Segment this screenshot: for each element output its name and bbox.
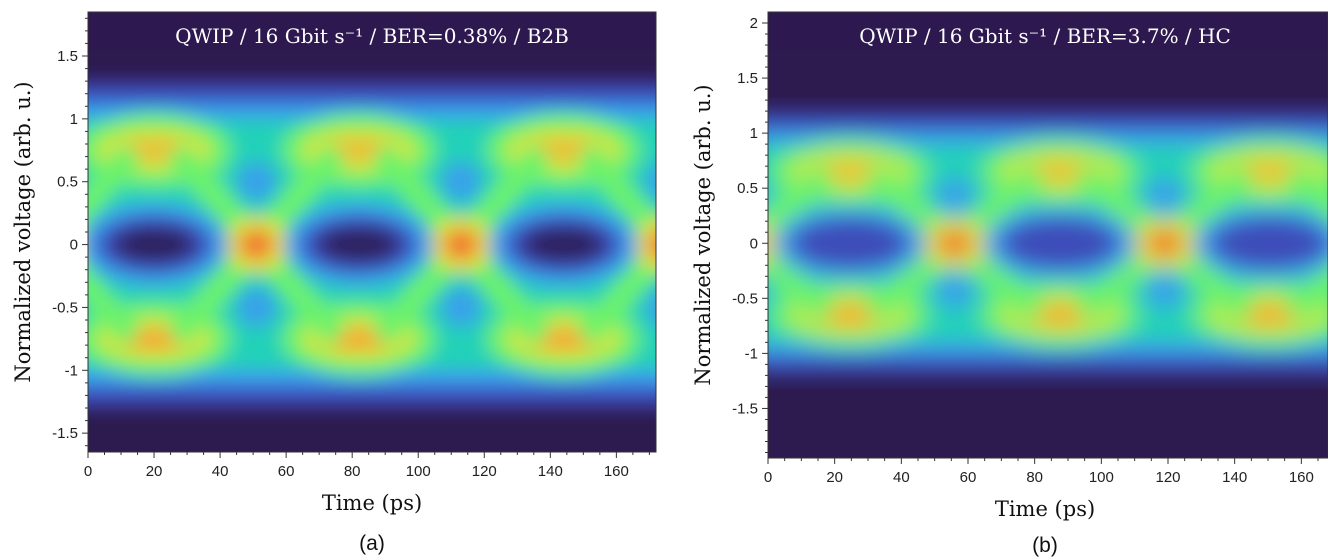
y-tick-label: 1.5	[737, 70, 758, 87]
x-tick-label: 100	[406, 463, 431, 480]
x-tick-label: 40	[212, 463, 229, 480]
x-tick-label: 60	[278, 463, 295, 480]
eye-opening	[0, 216, 7, 274]
transition-edge	[574, 236, 656, 348]
eye-opening-core	[318, 226, 400, 263]
crossing-halo	[632, 218, 656, 271]
transition-edge	[88, 141, 143, 223]
y-tick-label: -1	[745, 345, 758, 362]
small-eye	[440, 161, 482, 202]
crossing-peak	[655, 242, 656, 248]
small-eye	[645, 289, 656, 325]
title-shade	[768, 12, 1328, 50]
small-eye	[440, 287, 482, 328]
level-rail-core	[0, 129, 7, 172]
x-axis-label-a: Time (ps)	[322, 491, 422, 515]
crossing-peak	[41, 236, 62, 254]
y-tick-label: 2	[750, 15, 758, 32]
panel-label-b: (b)	[1032, 534, 1058, 557]
x-tick-label: 140	[1222, 469, 1247, 486]
crossing-core	[645, 229, 656, 260]
y-tick-label: 1	[750, 125, 758, 142]
crossing-peak	[246, 235, 267, 254]
transition-edge	[574, 141, 656, 253]
x-tick-label: 20	[826, 469, 843, 486]
crossing-core	[724, 228, 766, 259]
y-axis-b: -1.5 -1 -0.5 0 0.5 1 1.5 2	[732, 15, 768, 453]
eye-opening	[790, 217, 909, 269]
x-tick-label: 20	[146, 463, 163, 480]
eye-opening	[1210, 217, 1328, 269]
crossing-peak	[944, 235, 966, 251]
plot-frame-b	[767, 11, 1328, 459]
y-tick-label: -1.5	[52, 425, 78, 442]
small-eye	[236, 287, 277, 328]
chart-panel-a: QWIP / 16 Gbit s⁻¹ / BER=0.38% / B2B 0 20…	[0, 11, 657, 555]
chart-title-a: QWIP / 16 Gbit s⁻¹ / BER=0.38% / B2B	[175, 24, 569, 48]
y-axis-label-b: Normalized voltage (arb. u.)	[691, 84, 715, 385]
x-tick-label: 80	[344, 463, 361, 480]
y-tick-label: 0.5	[57, 174, 78, 191]
x-tick-label: 0	[84, 463, 92, 480]
chart-panel-b: QWIP / 16 Gbit s⁻¹ / BER=3.7% / HC 0 20 40…	[691, 11, 1328, 557]
chart-title-b: QWIP / 16 Gbit s⁻¹ / BER=3.7% / HC	[859, 24, 1231, 48]
heatmap-density-b	[724, 111, 1328, 376]
crossing-peak	[450, 235, 472, 254]
eye-opening-core	[113, 226, 195, 263]
x-axis-a: 0 20 40 60 80 100 120 140 160	[84, 452, 650, 480]
y-tick-label: 0	[70, 237, 78, 254]
y-tick-label: 0	[750, 235, 758, 252]
x-tick-label: 160	[604, 463, 629, 480]
y-tick-label: -1.5	[732, 400, 758, 417]
transition-edge	[1283, 161, 1328, 221]
small-eye	[645, 164, 656, 200]
x-tick-label: 100	[1089, 469, 1114, 486]
transition-edge	[768, 161, 837, 241]
x-tick-label: 60	[960, 469, 977, 486]
x-tick-label: 120	[472, 463, 497, 480]
eye-opening-core	[522, 226, 605, 263]
x-tick-label: 120	[1155, 469, 1180, 486]
x-axis-b: 0 20 40 60 80 100 120 140 160	[764, 458, 1319, 486]
transition-edge	[768, 246, 837, 325]
x-tick-label: 80	[1026, 469, 1043, 486]
small-eye	[1143, 177, 1186, 214]
level-rail-core	[0, 317, 7, 360]
y-tick-label: -0.5	[732, 290, 758, 307]
y-tick-label: 0.5	[737, 180, 758, 197]
transition-edge	[88, 266, 143, 348]
panel-label-a: (a)	[359, 532, 385, 555]
x-tick-label: 40	[893, 469, 910, 486]
title-shade	[88, 12, 656, 50]
y-axis-a: -1.5 -1 -0.5 0 0.5 1 1.5	[52, 17, 88, 447]
heatmap-density-a	[0, 81, 656, 409]
y-axis-label-a: Normalized voltage (arb. u.)	[11, 81, 35, 382]
heatmap-plot-b	[724, 12, 1328, 458]
y-tick-label: -1	[65, 362, 78, 379]
small-eye	[933, 273, 976, 309]
x-tick-label: 140	[538, 463, 563, 480]
y-tick-label: 1	[70, 111, 78, 128]
x-tick-label: 160	[1289, 469, 1314, 486]
transition-edge	[1283, 266, 1328, 325]
y-tick-label: 1.5	[57, 48, 78, 65]
small-eye	[933, 177, 976, 214]
x-tick-label: 0	[764, 469, 772, 486]
x-axis-label-b: Time (ps)	[995, 497, 1095, 521]
y-tick-label: -0.5	[52, 299, 78, 316]
eye-opening	[1000, 217, 1119, 269]
crossing-core	[31, 227, 72, 262]
small-eye	[1143, 273, 1186, 309]
small-eye	[236, 161, 277, 202]
heatmap-plot-a	[0, 12, 656, 452]
crossing-peak	[1154, 235, 1176, 251]
